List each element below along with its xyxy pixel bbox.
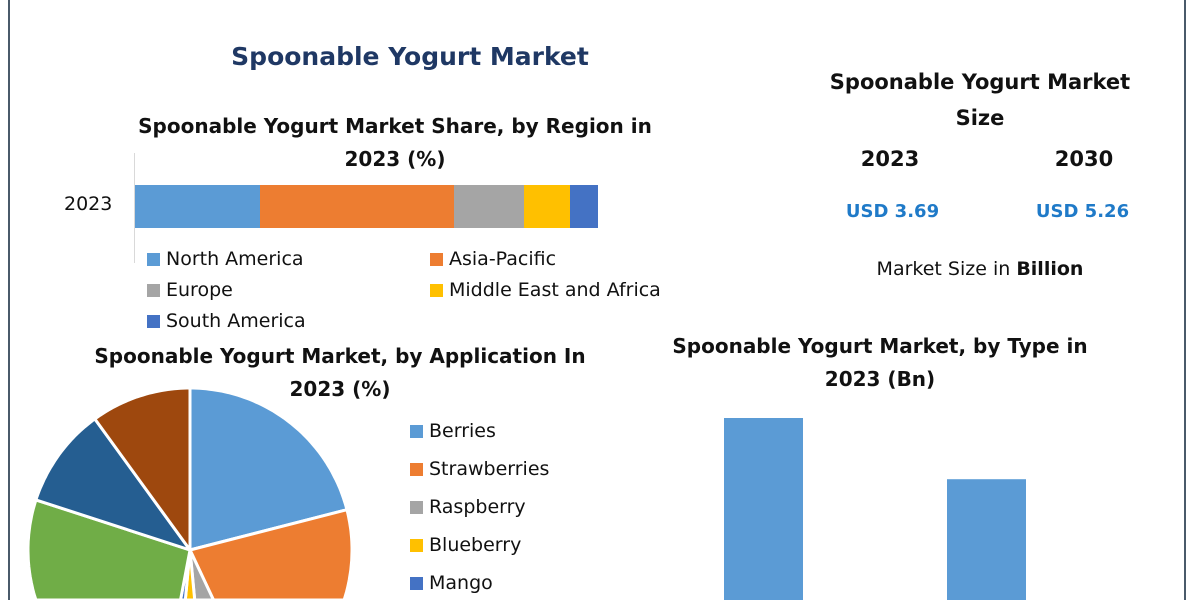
legend-swatch bbox=[430, 252, 443, 266]
legend-swatch bbox=[410, 424, 423, 438]
legend-south-america: South America bbox=[147, 310, 430, 332]
legend-label: North America bbox=[166, 248, 304, 270]
legend-swatch bbox=[410, 538, 423, 552]
legend-north-america: North America bbox=[147, 248, 430, 270]
region-category-label: 2023 bbox=[64, 193, 113, 215]
legend-swatch bbox=[147, 252, 160, 266]
region-segment-asia-pacific bbox=[260, 185, 455, 228]
page-title: Spoonable Yogurt Market bbox=[231, 42, 589, 71]
value-2023: USD 3.69 bbox=[845, 201, 940, 222]
legend-blueberry: Blueberry bbox=[410, 534, 549, 556]
legend-strawberries: Strawberries bbox=[410, 458, 549, 480]
type-chart-title: Spoonable Yogurt Market, by Type in 2023… bbox=[672, 334, 1088, 391]
legend-label: Mango bbox=[429, 572, 493, 594]
pie-slice-unlabeled-5 bbox=[26, 498, 192, 600]
region-chart-title: Spoonable Yogurt Market Share, by Region… bbox=[138, 114, 652, 171]
legend-label: Europe bbox=[166, 279, 233, 301]
legend-label: Asia-Pacific bbox=[449, 248, 557, 270]
legend-label: Berries bbox=[429, 420, 496, 442]
legend-swatch bbox=[430, 283, 443, 297]
type-bar-2 bbox=[947, 479, 1026, 600]
legend-raspberry: Raspberry bbox=[410, 496, 549, 518]
region-segment-north-america bbox=[135, 185, 260, 228]
legend-mango: Mango bbox=[410, 572, 549, 594]
year-2030: 2030 bbox=[1054, 147, 1114, 171]
application-chart-title: Spoonable Yogurt Market, by Application … bbox=[94, 344, 586, 401]
region-axis bbox=[134, 153, 135, 263]
application-legend: Berries Strawberries Raspberry Blueberry… bbox=[410, 420, 549, 594]
legend-asia-pacific: Asia-Pacific bbox=[430, 248, 690, 270]
pie-slice-unlabeled-6 bbox=[34, 417, 192, 552]
frame-left-border bbox=[8, 0, 10, 600]
pie-slice-unlabeled-7 bbox=[93, 386, 192, 552]
legend-mea: Middle East and Africa bbox=[430, 279, 690, 301]
legend-swatch bbox=[147, 314, 160, 328]
legend-label: Blueberry bbox=[429, 534, 522, 556]
region-segment-europe bbox=[454, 185, 524, 228]
legend-swatch bbox=[410, 462, 423, 476]
frame-right-border bbox=[1184, 0, 1186, 600]
region-segment-south-america bbox=[570, 185, 598, 228]
legend-berries: Berries bbox=[410, 420, 549, 442]
legend-europe: Europe bbox=[147, 279, 430, 301]
pie-slice-strawberries bbox=[188, 508, 354, 600]
legend-label: Middle East and Africa bbox=[449, 279, 661, 301]
region-segment-middle-east-and-africa bbox=[523, 185, 571, 228]
legend-label: Strawberries bbox=[429, 458, 550, 480]
note-unit: Billion bbox=[1016, 258, 1084, 280]
pie-slice-berries bbox=[188, 386, 349, 552]
region-stacked-bar bbox=[135, 185, 598, 228]
legend-swatch bbox=[410, 500, 423, 514]
legend-label: Raspberry bbox=[429, 496, 526, 518]
note-text: Market Size in bbox=[876, 258, 1017, 280]
market-size-note: Market Size in Billion bbox=[820, 258, 1140, 280]
region-legend: North America Asia-Pacific Europe Middle… bbox=[147, 248, 690, 332]
legend-swatch bbox=[410, 576, 423, 590]
legend-swatch bbox=[147, 283, 160, 297]
type-bar-1 bbox=[724, 418, 803, 600]
year-2023: 2023 bbox=[860, 147, 920, 171]
market-size-title: Spoonable Yogurt Market Size bbox=[829, 70, 1131, 130]
value-2030: USD 5.26 bbox=[1035, 201, 1130, 222]
legend-label: South America bbox=[166, 310, 306, 332]
